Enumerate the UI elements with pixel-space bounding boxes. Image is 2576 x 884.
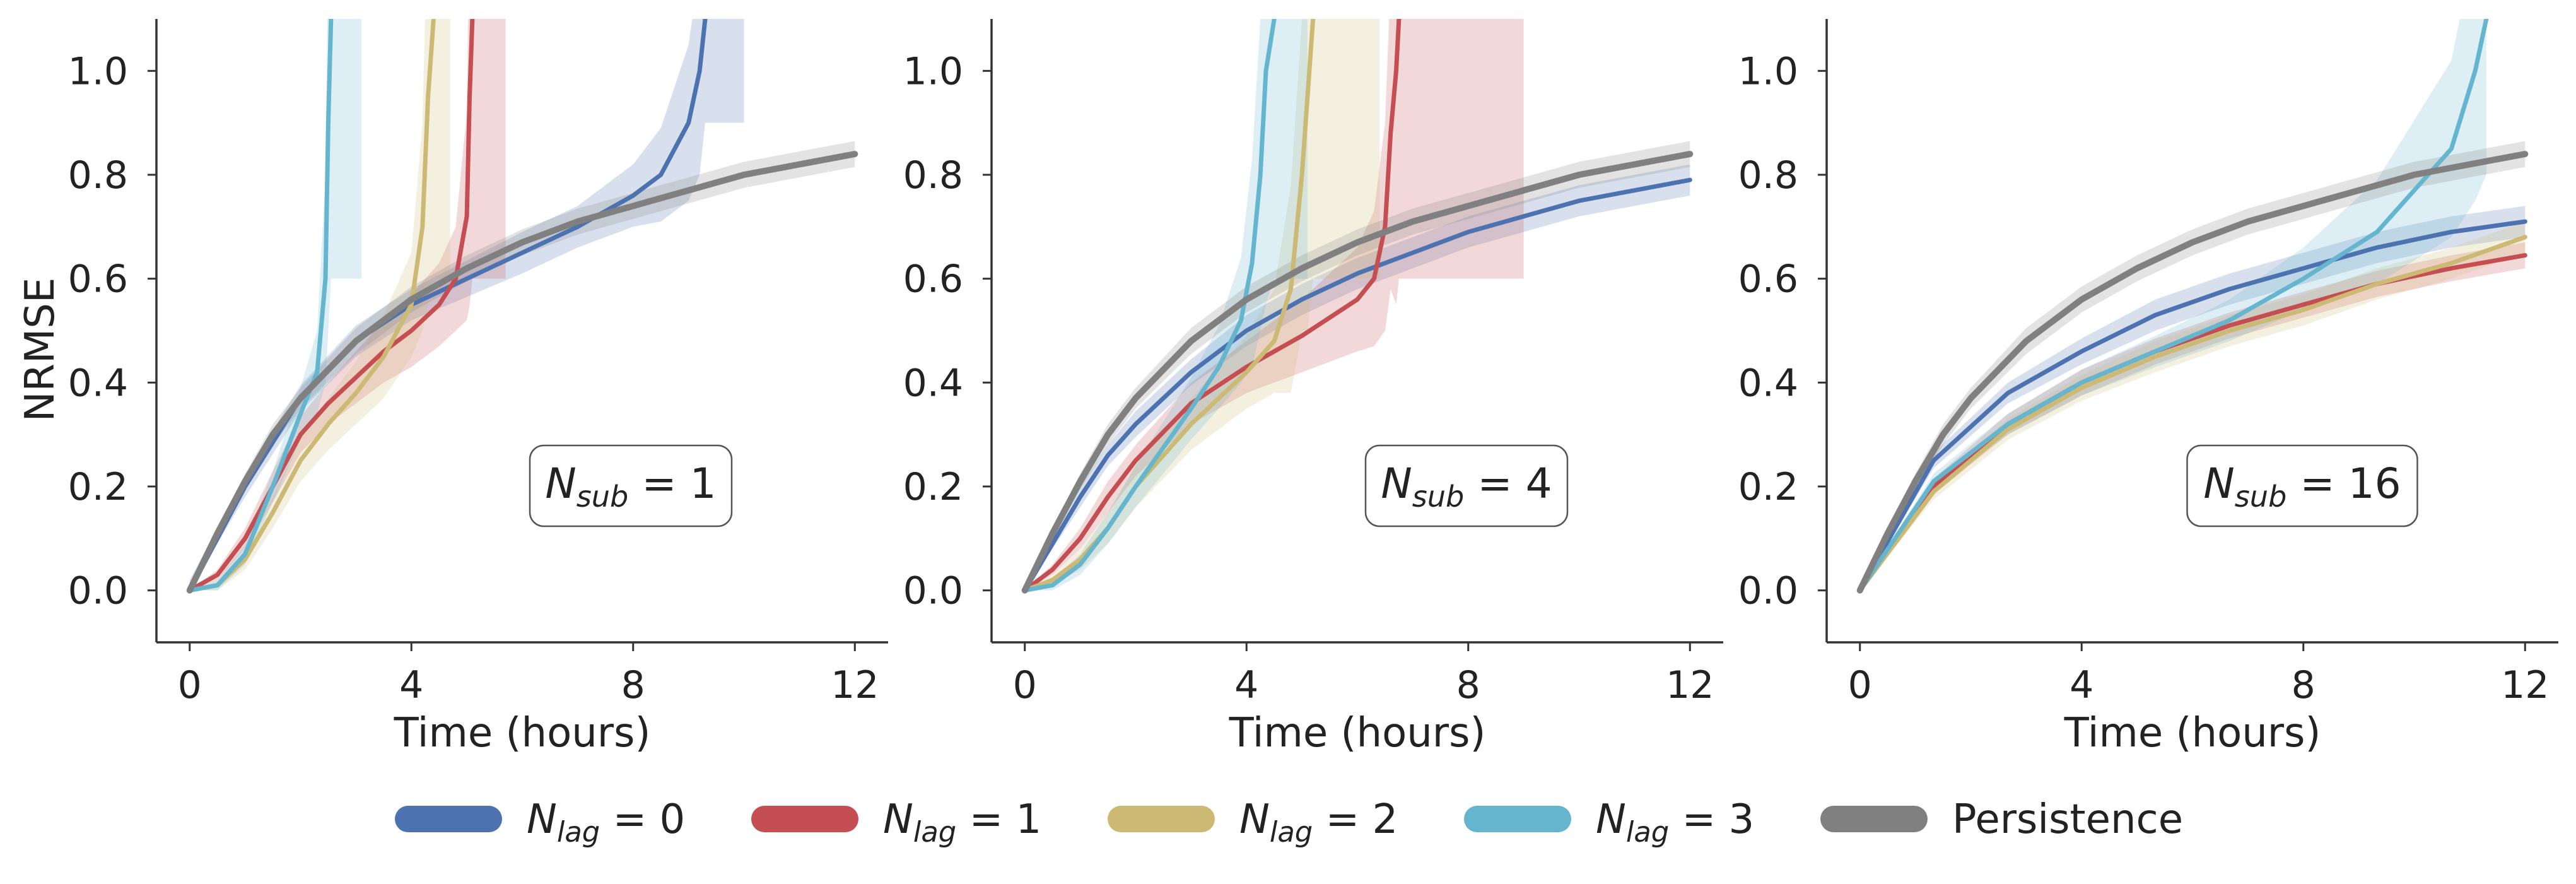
y-tick-label: 0.2 [903,465,963,509]
x-tick-label: 8 [621,663,645,707]
series-line-n-lag-3 [1858,19,2489,593]
y-tick-label: 0.6 [903,257,963,302]
series-line-n-lag-2 [1022,19,1316,593]
x-tick-label: 4 [1234,663,1258,707]
y-tick-label: 0.6 [68,257,128,302]
x-tick-label: 4 [2070,663,2093,707]
y-tick-label: 1.0 [68,49,128,93]
band-n-lag-0 [189,19,744,591]
legend-item: Nlag = 2 [1108,796,1398,849]
y-tick-label: 0.4 [1738,361,1798,405]
y-axis-label: NRMSE [17,278,64,422]
panel-1: 0.0 0.2 0.4 0.6 0.8 1.0 0 4 8 12 Time (hours) NRMSE… [17,19,888,757]
annotation-box [529,444,733,527]
series-line-n-lag-1 [187,19,475,593]
annotation-box [2186,444,2418,527]
x-axis-label: Time (hours) [1229,710,1486,757]
band-n-lag-1 [1859,242,2526,591]
series-line-n-lag-3 [1022,19,1277,593]
x-tick-label: 8 [1456,663,1480,707]
annotation-label: Nsub = 16 [2203,459,2401,514]
band-n-lag-3 [1024,19,1308,591]
legend-label: Nlag = 2 [1239,796,1398,849]
series-line-n-lag-2 [1858,235,2527,593]
y-tick-label: 0.8 [903,153,963,197]
band-n-lag-0 [1024,164,1690,591]
y-tick-label: 0.2 [68,465,128,509]
legend-label: Nlag = 1 [883,796,1041,849]
x-tick-label: 0 [178,663,202,707]
series-line-n-lag-1 [1022,19,1402,593]
series-line-n-lag-0 [1858,219,2527,593]
band-persistence [1859,141,2526,591]
y-tick-label: 0.0 [903,569,963,613]
y-tick-label: 0.8 [68,153,128,197]
band-persistence [189,141,855,591]
y-tick-label: 0.6 [1738,257,1798,302]
series-line-n-lag-3 [187,19,334,593]
series-line-persistence [186,151,858,594]
band-n-lag-1 [189,19,506,591]
series-line-persistence [1856,151,2529,594]
panel-2: 0.0 0.2 0.4 0.6 0.8 1.0 0 4 8 12 Time (hours) Nsub … [903,19,1723,757]
panel-3: 0.0 0.2 0.4 0.6 0.8 1.0 0 4 8 12 Time (hours) Nsub … [1738,19,2558,757]
annotation-label: Nsub = 4 [1381,459,1552,514]
x-axis-label: Time (hours) [2064,710,2321,757]
series-line-persistence [1021,151,1694,594]
band-n-lag-0 [1859,206,2526,591]
y-tick-label: 1.0 [1738,49,1798,93]
annotation-box [1364,444,1569,527]
x-tick-label: 12 [2501,663,2549,707]
y-tick-label: 0.0 [68,569,128,613]
y-tick-label: 0.4 [68,361,128,405]
band-n-lag-2 [189,19,450,591]
legend: Nlag = 0 Nlag = 1 Nlag = 2 Nlag = 3 Persiste… [395,796,2183,849]
x-tick-label: 0 [1013,663,1037,707]
legend-item: Nlag = 0 [395,796,685,849]
series-line-n-lag-2 [187,19,436,593]
legend-item: Nlag = 1 [751,796,1041,849]
y-tick-label: 1.0 [903,49,963,93]
x-axis-label: Time (hours) [394,710,651,757]
band-n-lag-2 [1024,19,1380,591]
legend-label: Persistence [1952,796,2183,843]
x-tick-label: 4 [399,663,423,707]
x-tick-label: 8 [2292,663,2315,707]
panels: 0.0 0.2 0.4 0.6 0.8 1.0 0 4 8 12 Time (hours) NRMSE… [17,19,2558,757]
legend-item: Persistence [1820,796,2183,843]
y-tick-label: 0.8 [1738,153,1798,197]
series-line-n-lag-0 [1022,177,1692,593]
x-tick-label: 12 [831,663,879,707]
y-tick-label: 0.2 [1738,465,1798,509]
legend-label: Nlag = 0 [527,796,685,849]
band-persistence [1024,141,1690,591]
legend-label: Nlag = 3 [1596,796,1754,849]
legend-item: Nlag = 3 [1464,796,1754,849]
annotation-label: Nsub = 1 [545,459,716,514]
y-tick-label: 0.0 [1738,569,1798,613]
x-tick-label: 0 [1848,663,1872,707]
x-tick-label: 12 [1666,663,1714,707]
y-tick-label: 0.4 [903,361,963,405]
